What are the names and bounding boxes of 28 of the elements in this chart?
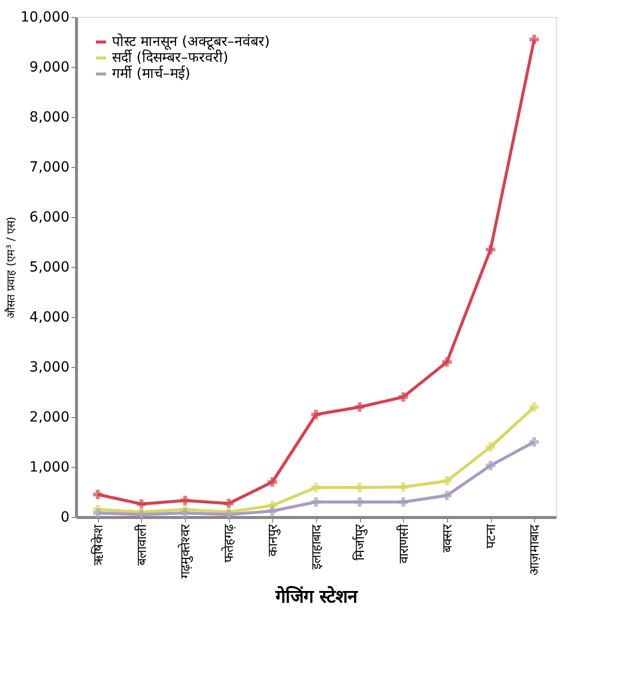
x-tick-label: बलावाली — [134, 524, 150, 566]
point — [93, 508, 103, 518]
point — [224, 510, 234, 520]
x-tick-label: वाराणसी — [396, 524, 412, 564]
x-tick-label: बक्सर — [440, 524, 456, 552]
x-tick-label: इलाहाबाद — [310, 524, 324, 570]
point — [180, 508, 190, 518]
y-axis-title: औसत प्रवाह (एम³ / एस) — [4, 216, 18, 318]
x-tick-label: मिर्जापुर — [352, 524, 368, 560]
x-tick-label: कानपुर — [266, 524, 281, 556]
y-tick-label: 0 — [60, 510, 70, 526]
y-tick-label: 4,000 — [29, 310, 70, 326]
y-tick-label: 6,000 — [29, 210, 70, 226]
x-axis-title: गेजिंग स्टेशन — [274, 586, 359, 608]
y-tick-label: 7,000 — [29, 160, 70, 176]
x-tick-label: पटना — [484, 524, 500, 548]
y-tick-label: 10,000 — [20, 10, 70, 26]
y-tick-label: 1,000 — [29, 460, 70, 476]
y-tick-label: 3,000 — [29, 360, 70, 376]
x-tick-label: आज़माबाद — [528, 524, 543, 576]
x-tick-label: फतेहगढ़ — [221, 524, 238, 562]
x-tick-label: गढ़मुक्तेश्वर — [178, 524, 194, 578]
x-tick-label: ऋषिकेश — [90, 524, 106, 566]
point — [136, 510, 146, 520]
y-tick-label: 9,000 — [29, 60, 70, 76]
y-tick-label: 2,000 — [29, 410, 70, 426]
y-tick-label: 8,000 — [29, 110, 70, 126]
y-tick-label: 5,000 — [29, 260, 70, 276]
